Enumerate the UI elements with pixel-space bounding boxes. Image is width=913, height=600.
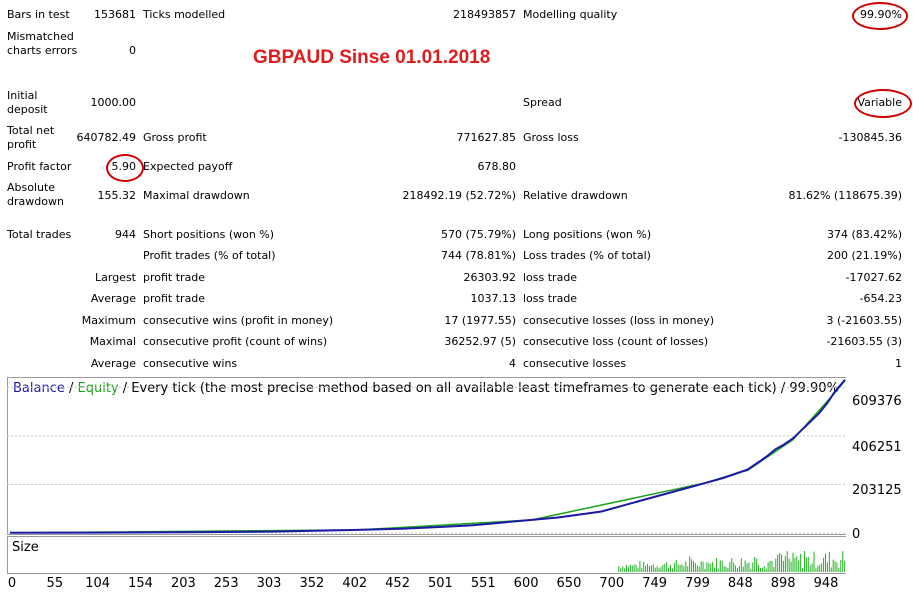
- initial-deposit-label: Initial deposit: [7, 89, 48, 116]
- long-positions-label: Long positions (won %): [523, 228, 652, 241]
- x-tick-label: 948: [813, 576, 839, 591]
- initial-deposit-value: 1000.00: [90, 96, 137, 109]
- x-tick-label: 749: [642, 576, 668, 591]
- average-profit-label: profit trade: [143, 292, 206, 305]
- mismatched-errors-value: 0: [129, 44, 136, 57]
- balance-line: [9, 379, 846, 534]
- profit-trades-label: Profit trades (% of total): [143, 249, 276, 262]
- maximum-loss-label: consecutive losses (loss in money): [523, 314, 715, 327]
- relative-drawdown-label: Relative drawdown: [523, 189, 628, 202]
- x-tick-label: 501: [427, 576, 453, 591]
- maximal-drawdown-value: 218492.19 (52.72%): [402, 189, 516, 202]
- maximal-profit-label: consecutive profit (count of wins): [143, 335, 328, 348]
- profit-trades-value: 744 (78.81%): [440, 249, 516, 262]
- total-net-profit-label: Total net profit: [7, 124, 55, 151]
- loss-trades-label: Loss trades (% of total): [523, 249, 651, 262]
- average-consecutive-label: Average: [90, 357, 136, 370]
- gross-loss-value: -130845.36: [838, 131, 902, 144]
- balance-chart-frame: [7, 377, 846, 535]
- x-tick-label: 303: [256, 576, 282, 591]
- x-tick-label: 352: [299, 576, 325, 591]
- maximal-drawdown-label: Maximal drawdown: [143, 189, 250, 202]
- average-consecutive-wins-label: consecutive wins: [143, 357, 238, 370]
- x-tick-label: 452: [385, 576, 410, 591]
- legend-balance: Balance: [13, 381, 65, 396]
- expected-payoff-label: Expected payoff: [143, 160, 233, 173]
- modelling-quality-value: 99.90%: [860, 8, 902, 21]
- average-consecutive-wins-value: 4: [509, 357, 516, 370]
- absolute-drawdown-label: Absolute drawdown: [7, 181, 64, 208]
- average-profit-value: 1037.13: [470, 292, 517, 305]
- maximum-profit-label: consecutive wins (profit in money): [143, 314, 334, 327]
- ticks-modelled-value: 218493857: [453, 8, 516, 21]
- largest-profit-label: profit trade: [143, 271, 206, 284]
- x-tick-label: 55: [46, 576, 64, 591]
- profit-factor-label: Profit factor: [7, 160, 72, 173]
- bars-in-test-value: 153681: [94, 8, 136, 21]
- maximum-label: Maximum: [81, 314, 136, 327]
- gross-profit-label: Gross profit: [143, 131, 207, 144]
- size-panel: [7, 536, 846, 574]
- maximal-loss-label: consecutive loss (count of losses): [523, 335, 709, 348]
- x-tick-label: 551: [470, 576, 496, 591]
- x-tick-label: 0: [7, 576, 17, 591]
- average-consecutive-losses-value: 1: [895, 357, 902, 370]
- headline: GBPAUD Sinse 01.01.2018: [253, 47, 491, 68]
- expected-payoff-value: 678.80: [477, 160, 517, 173]
- gross-profit-value: 771627.85: [456, 131, 517, 144]
- largest-label: Largest: [95, 271, 136, 284]
- y-tick-label: 0: [852, 527, 861, 542]
- legend-separator: /: [64, 381, 78, 396]
- largest-profit-value: 26303.92: [463, 271, 517, 284]
- short-positions-value: 570 (75.79%): [440, 228, 516, 241]
- y-tick-label: 609376: [852, 394, 902, 409]
- short-positions-label: Short positions (won %): [143, 228, 275, 241]
- mismatched-errors-label: Mismatched charts errors: [7, 30, 78, 57]
- maximal-profit-value: 36252.97 (5): [444, 335, 516, 348]
- total-trades-label: Total trades: [7, 228, 72, 241]
- maximum-profit-value: 17 (1977.55): [444, 314, 516, 327]
- spread-value: Variable: [857, 96, 902, 109]
- average-loss-value: -654.23: [859, 292, 902, 305]
- x-tick-label: 600: [513, 576, 539, 591]
- x-tick-label: 402: [342, 576, 368, 591]
- total-trades-value: 944: [115, 228, 136, 241]
- y-tick-label: 203125: [852, 483, 902, 498]
- gross-loss-label: Gross loss: [523, 131, 579, 144]
- x-tick-label: 154: [128, 576, 153, 591]
- x-tick-label: 104: [85, 576, 111, 591]
- largest-loss-label: loss trade: [523, 271, 578, 284]
- x-tick-label: 650: [556, 576, 582, 591]
- relative-drawdown-value: 81.62% (118675.39): [788, 189, 902, 202]
- size-label: Size: [12, 540, 39, 555]
- ticks-modelled-label: Ticks modelled: [143, 8, 226, 21]
- y-tick-label: 406251: [852, 440, 902, 455]
- maximum-loss-value: 3 (-21603.55): [826, 314, 902, 327]
- maximal-loss-value: -21603.55 (3): [826, 335, 902, 348]
- average-consecutive-losses-label: consecutive losses: [523, 357, 627, 370]
- x-tick-label: 848: [727, 576, 753, 591]
- x-tick-label: 700: [599, 576, 625, 591]
- x-tick-label: 253: [213, 576, 239, 591]
- largest-loss-value: -17027.62: [845, 271, 902, 284]
- spread-label: Spread: [523, 96, 562, 109]
- x-tick-label: 898: [770, 576, 796, 591]
- legend-equity: Equity: [77, 381, 119, 396]
- legend-description: / Every tick (the most precise method ba…: [118, 381, 839, 396]
- total-net-profit-value: 640782.49: [76, 131, 137, 144]
- maximal-label: Maximal: [89, 335, 136, 348]
- loss-trades-value: 200 (21.19%): [826, 249, 902, 262]
- average-loss-label: loss trade: [523, 292, 578, 305]
- bars-in-test-label: Bars in test: [7, 8, 70, 21]
- absolute-drawdown-value: 155.32: [97, 189, 137, 202]
- modelling-quality-label: Modelling quality: [523, 8, 618, 21]
- average-label: Average: [90, 292, 136, 305]
- long-positions-value: 374 (83.42%): [826, 228, 902, 241]
- chart-legend: Balance / Equity / Every tick (the most …: [13, 381, 839, 396]
- x-tick-label: 203: [170, 576, 196, 591]
- x-tick-label: 799: [685, 576, 710, 591]
- profit-factor-value: 5.90: [111, 160, 137, 173]
